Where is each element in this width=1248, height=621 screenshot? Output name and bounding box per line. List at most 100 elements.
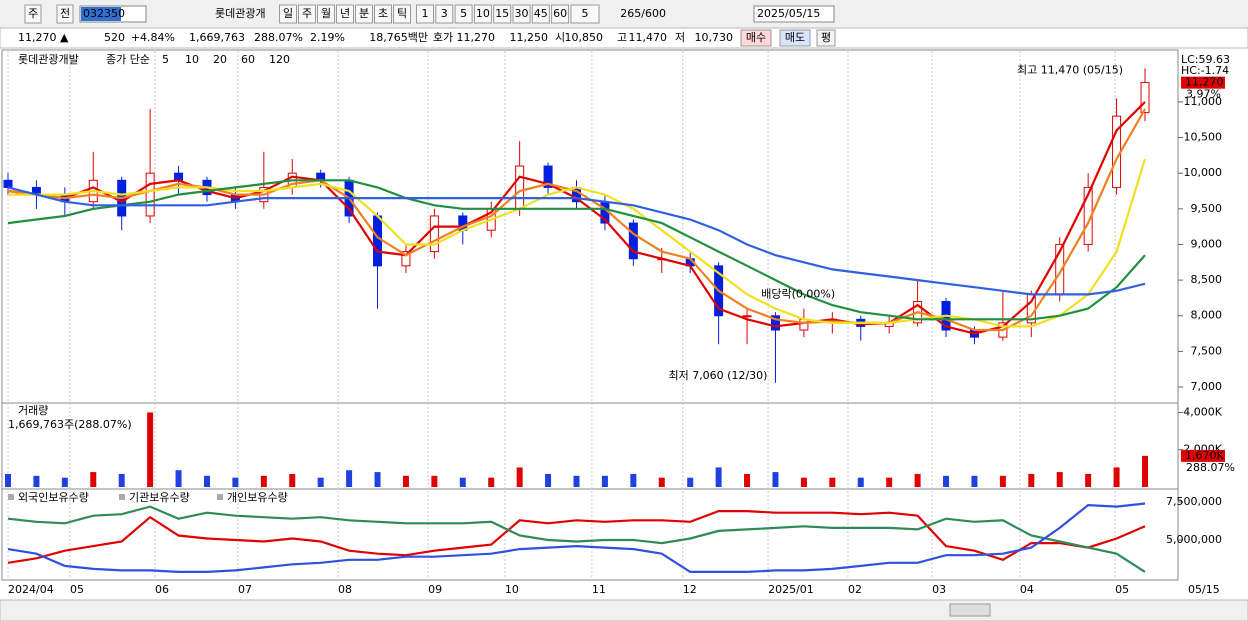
- legend-entry: 기관보유수량: [129, 491, 190, 504]
- y-tick-label: 11,000: [1184, 95, 1223, 108]
- last-volume-box: [1181, 449, 1225, 462]
- y-tick-label: 5,000,000: [1166, 533, 1222, 546]
- count-select-label[interactable]: 5: [582, 7, 589, 20]
- period-button[interactable]: [355, 4, 373, 24]
- candle-body: [770, 315, 780, 331]
- volume-bar: [431, 475, 438, 487]
- interval-button-label[interactable]: 1: [422, 7, 429, 20]
- period-button-label[interactable]: 주: [302, 7, 312, 20]
- period-button-label[interactable]: 초: [378, 7, 388, 20]
- volume-bar: [601, 475, 608, 487]
- range-label: 265/600: [620, 7, 666, 20]
- x-tick-label: 03: [932, 583, 946, 596]
- legend-swatch: [217, 494, 223, 500]
- interval-button[interactable]: [416, 4, 434, 24]
- order-button-label[interactable]: 매수: [746, 31, 766, 44]
- x-tick-label: 06: [155, 583, 169, 596]
- volume-bar: [5, 473, 11, 487]
- volume-bar: [744, 473, 751, 487]
- scrollbar[interactable]: [0, 599, 1248, 621]
- line-series: [8, 158, 1147, 328]
- info-bid: 11,250: [510, 31, 549, 44]
- interval-button-label[interactable]: 5: [460, 7, 467, 20]
- x-tick-label: 2025/01: [768, 583, 814, 596]
- line-series: [7, 186, 1146, 296]
- last-volume-pct: 288.07%: [1186, 461, 1235, 474]
- info-open-label: 시: [555, 31, 565, 44]
- toolbar-button[interactable]: [56, 4, 74, 24]
- interval-button[interactable]: [512, 4, 531, 24]
- date-input[interactable]: [753, 5, 835, 23]
- order-button[interactable]: [816, 29, 836, 47]
- interval-button[interactable]: [551, 4, 570, 24]
- info-high: 11,470: [629, 31, 668, 44]
- toolbar-button-label[interactable]: 주: [28, 7, 38, 20]
- info-change: 520: [104, 31, 125, 44]
- last-price-box: [1181, 76, 1225, 89]
- order-button[interactable]: [779, 29, 811, 47]
- candle-body: [515, 165, 525, 210]
- period-button-label[interactable]: 일: [283, 6, 293, 20]
- legend-entry: 개인보유수량: [227, 491, 288, 504]
- interval-button[interactable]: [493, 4, 512, 24]
- legend-entry: 10: [185, 53, 199, 66]
- volume-bar: [61, 477, 68, 487]
- period-button-label[interactable]: 년: [340, 7, 350, 20]
- toolbar-button[interactable]: [24, 4, 42, 24]
- period-button[interactable]: [298, 4, 316, 24]
- count-select[interactable]: [570, 4, 600, 24]
- order-button-label[interactable]: 매도: [785, 31, 805, 44]
- order-button-label[interactable]: 평: [821, 31, 831, 44]
- period-button[interactable]: [393, 4, 411, 24]
- period-button-label[interactable]: 틱: [397, 7, 407, 20]
- panel-title: 거래량: [18, 404, 48, 417]
- panel-subtitle: 1,669,763주(288.07%): [8, 418, 132, 431]
- volume-bar: [289, 473, 296, 487]
- interval-button[interactable]: [435, 4, 454, 24]
- x-tick-label: 04: [1020, 583, 1034, 596]
- interval-button-label[interactable]: 10: [476, 7, 490, 20]
- volume-bar: [715, 467, 722, 487]
- info-change-pct: +4.84%: [131, 31, 175, 44]
- interval-button-label[interactable]: 30: [515, 7, 529, 20]
- interval-button-label[interactable]: 3: [441, 7, 448, 20]
- date-label: 2025/05/15: [757, 7, 820, 20]
- interval-button[interactable]: [454, 4, 473, 24]
- volume-bar: [346, 470, 353, 487]
- volume-bar: [203, 475, 210, 487]
- toolbar-button-label[interactable]: 전: [60, 7, 70, 20]
- interval-button-label[interactable]: 60: [553, 7, 567, 20]
- volume-bar: [1028, 473, 1035, 487]
- volume-bar: [175, 470, 182, 487]
- period-button-label[interactable]: 분: [359, 7, 369, 20]
- volume-bar: [999, 475, 1006, 487]
- interval-button-label[interactable]: 45: [534, 7, 548, 20]
- volume-bar: [1085, 473, 1092, 487]
- period-button[interactable]: [374, 4, 392, 24]
- x-tick-label: 05: [1115, 583, 1129, 596]
- order-button[interactable]: [740, 29, 772, 47]
- candle-body: [373, 215, 383, 267]
- line-series: [7, 510, 1146, 564]
- x-tick-label: 07: [238, 583, 252, 596]
- info-low: 10,730: [695, 31, 734, 44]
- candle-body: [742, 315, 752, 318]
- interval-button[interactable]: [531, 4, 550, 24]
- y-tick-label: 4,000K: [1183, 405, 1222, 418]
- x-tick-label: 09: [428, 583, 442, 596]
- info-price: 11,270 ▲: [18, 31, 69, 44]
- volume-bar: [260, 475, 267, 487]
- volume-bar: [317, 477, 324, 487]
- period-button[interactable]: [317, 4, 335, 24]
- x-tick-label: 10: [505, 583, 519, 596]
- period-button[interactable]: [336, 4, 354, 24]
- volume-bar: [374, 472, 381, 487]
- interval-button[interactable]: [473, 4, 492, 24]
- interval-button-label[interactable]: 15: [495, 7, 509, 20]
- period-button[interactable]: [279, 4, 297, 24]
- volume-bar: [630, 473, 637, 487]
- scroll-thumb[interactable]: [949, 603, 991, 617]
- period-button-label[interactable]: 월: [321, 7, 331, 20]
- candle-body: [429, 215, 439, 253]
